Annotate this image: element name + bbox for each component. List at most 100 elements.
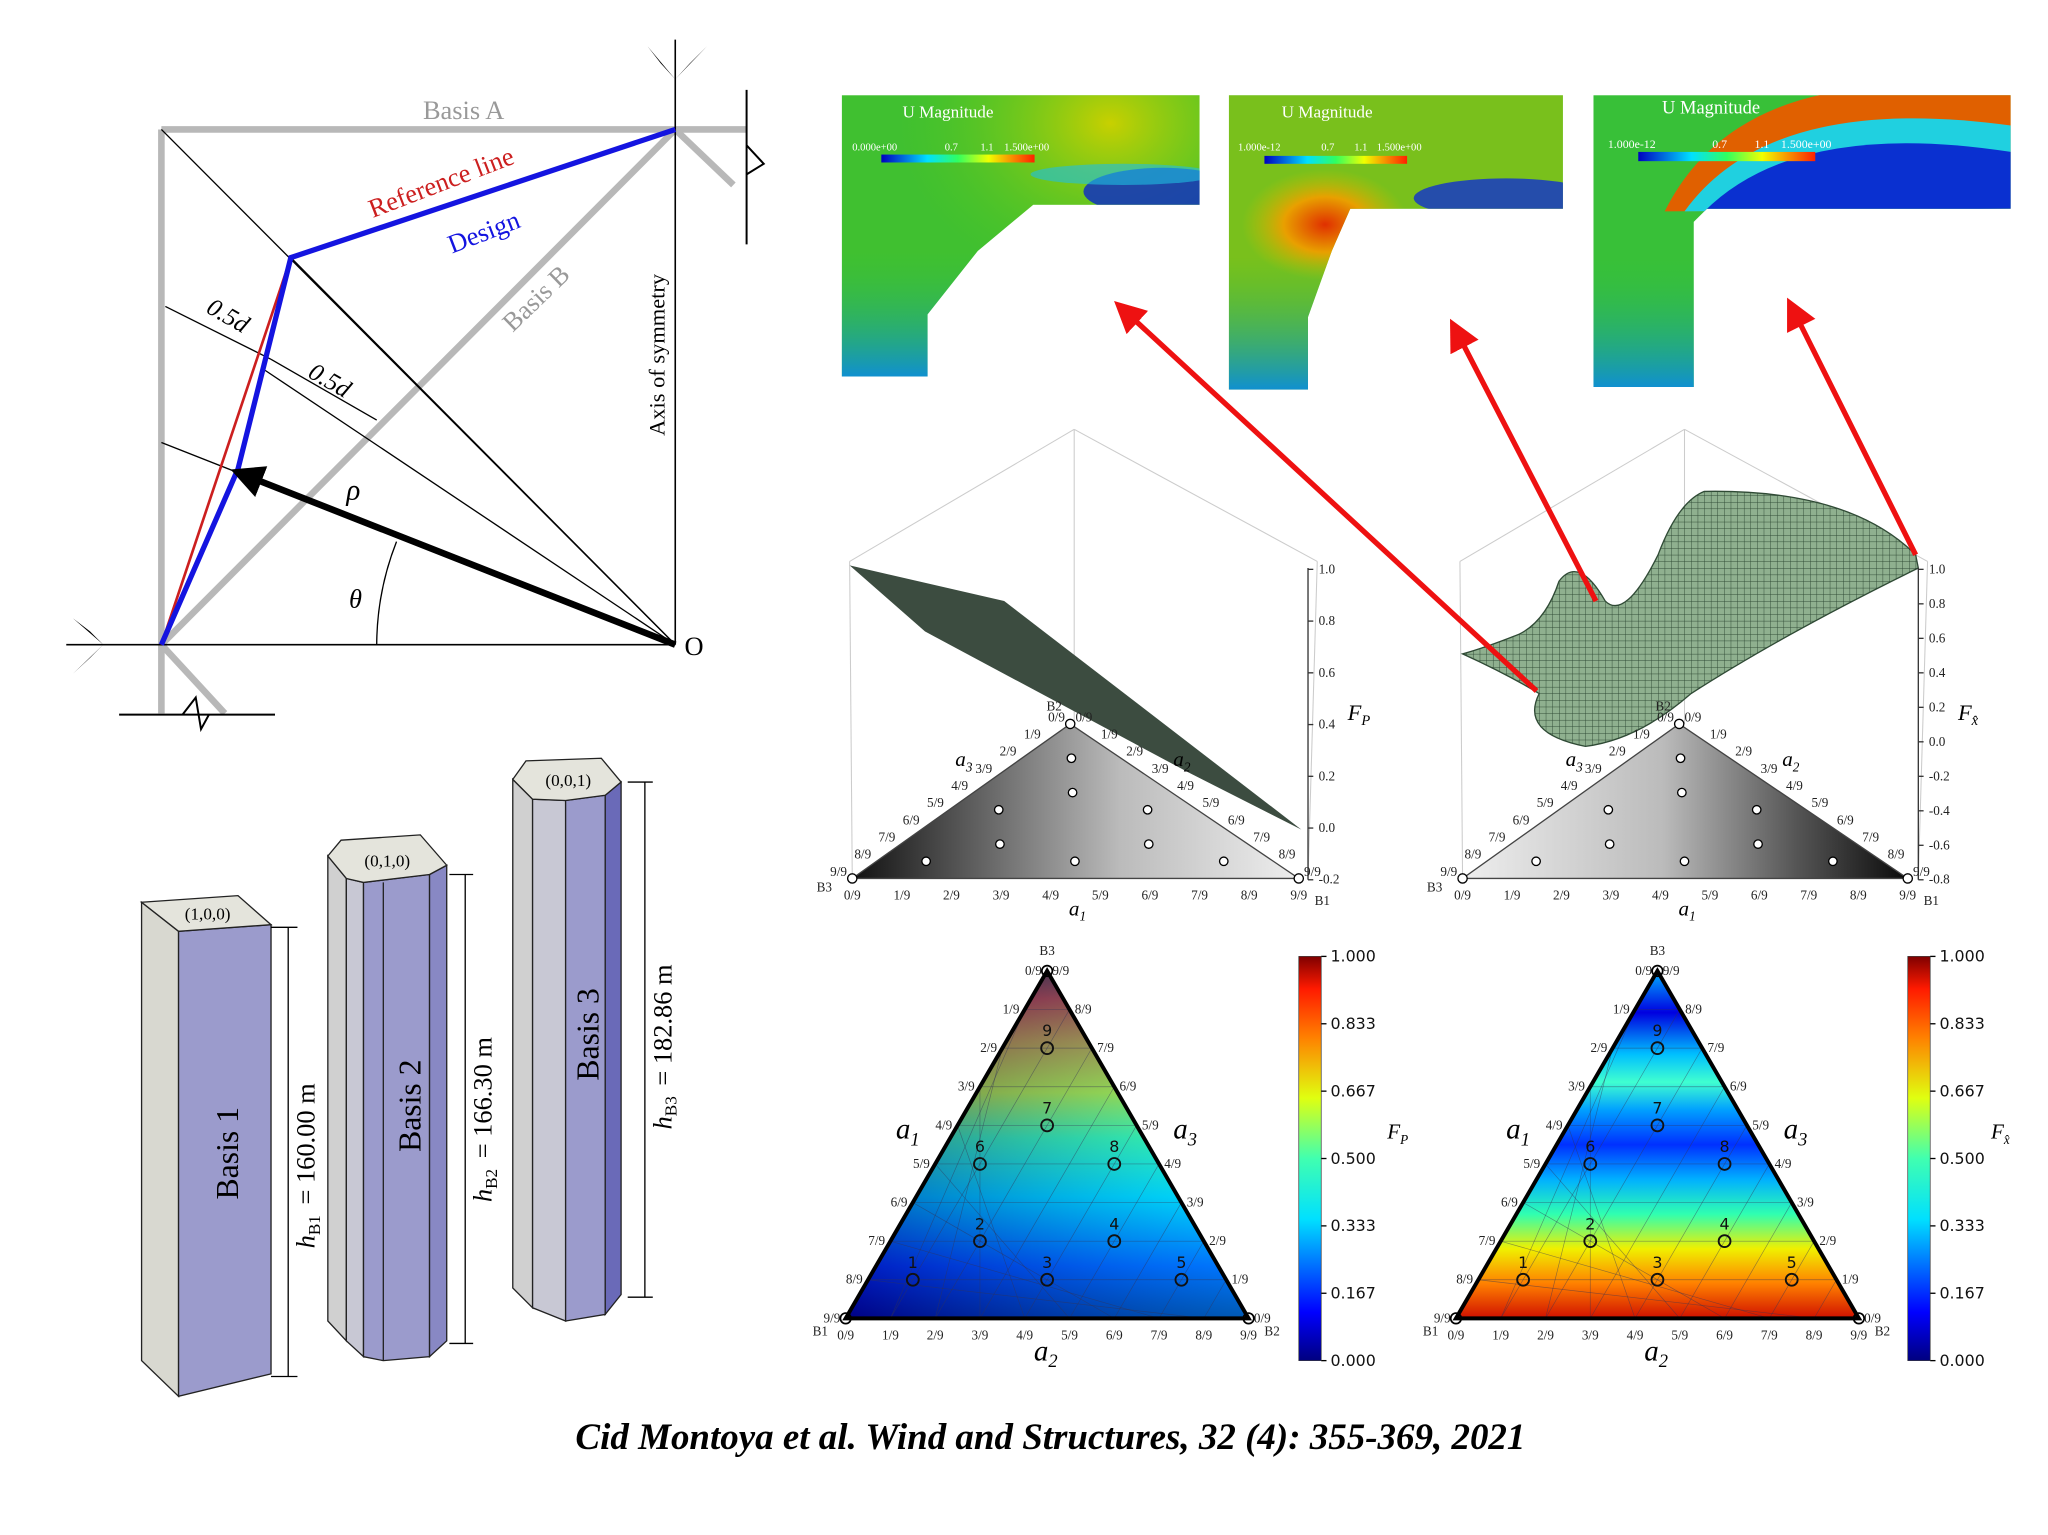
colorbar-tick: 0.167: [1939, 1284, 1984, 1303]
surface: [1460, 490, 1920, 748]
a2-tick: 5/9: [1671, 1327, 1688, 1342]
a2-tick: 0/9: [1448, 1327, 1465, 1342]
design-point-label: 2: [975, 1214, 985, 1233]
a2-tick: 2/9: [927, 1327, 944, 1342]
cfd-tick: 1.1: [1354, 143, 1367, 154]
design-point-9: [1040, 1041, 1054, 1056]
a2-tick: 4/9: [1786, 778, 1803, 793]
a1-tick: 8/9: [1456, 1272, 1473, 1287]
a1-tick: 3/9: [958, 1079, 975, 1094]
a2-tick: 0/9: [837, 1327, 854, 1342]
design-point-label: 4: [1720, 1214, 1730, 1233]
prism-basis-1: (1,0,0) Basis 1 hB1= 160.00 m: [139, 894, 324, 1398]
colorbar-tick: 0.000: [1330, 1351, 1375, 1370]
cfd-title: U Magnitude: [1662, 98, 1760, 118]
colorbar-tick: 0.833: [1939, 1014, 1984, 1033]
design-point-label: 6: [1585, 1137, 1595, 1156]
grid-line: [1679, 1163, 1770, 1319]
design-point-6: [1603, 804, 1614, 815]
a2-tick: 7/9: [1862, 829, 1879, 844]
design-point-1: [1516, 1272, 1530, 1287]
a1-tick: 9/9: [824, 1310, 841, 1325]
vertex-b1: B1: [1315, 893, 1330, 908]
design-point-8: [1107, 1157, 1122, 1171]
a1-axis-label: a1: [1679, 896, 1696, 923]
design-point-8: [1751, 804, 1762, 815]
a3-axis-label: a3: [1566, 747, 1584, 774]
a2-tick: 9/9: [1304, 864, 1321, 879]
rho-arrow: [230, 466, 677, 648]
design-point-9: [1650, 1041, 1665, 1056]
z-label: Fx̂: [1957, 700, 1979, 729]
z-tick: -0.6: [1929, 837, 1950, 852]
a1-tick: 1/9: [1613, 1001, 1630, 1016]
a1-tick: 4/9: [1546, 1117, 1563, 1132]
a2-tick: 8/9: [1195, 1327, 1212, 1342]
colorbar-label: Fx̂: [1990, 1120, 2010, 1147]
z-tick: -0.8: [1929, 872, 1950, 887]
design-point-label: 3: [1652, 1253, 1662, 1272]
design-point-6: [1583, 1157, 1598, 1171]
z-tick: 0.6: [1929, 630, 1946, 645]
a2-tick: 8/9: [1279, 847, 1296, 862]
a2-tick: 5/9: [1811, 795, 1828, 810]
a1-tick: 5/9: [1701, 888, 1718, 903]
z-tick: -0.2: [1929, 768, 1950, 783]
cfd-min: 1.000e-12: [1238, 143, 1280, 154]
grid-line: [1813, 1279, 1837, 1319]
a3-tick: 4/9: [1164, 1156, 1181, 1171]
a2-tick: 7/9: [1151, 1327, 1168, 1342]
geometry-diagram: Basis A Reference line Design Basis B Ax…: [66, 39, 766, 733]
a1-tick: 1/9: [893, 888, 910, 903]
vertex-marker: [1040, 964, 1054, 978]
a2-tick: 0/9: [1684, 709, 1701, 724]
design-point-label: 8: [1720, 1137, 1730, 1156]
design-point-label: 1: [908, 1253, 918, 1272]
grid-line: [1545, 1048, 1613, 1319]
a3-tick: 0/9: [1048, 709, 1065, 724]
colorbar-fx: Fx̂: [1907, 956, 2010, 1361]
a3-tick: 4/9: [1561, 778, 1578, 793]
z-tick: 0.0: [1319, 820, 1336, 835]
a2-tick: 6/9: [1106, 1327, 1123, 1342]
grid-line: [1024, 1125, 1137, 1319]
design-point-5: [1174, 1272, 1189, 1287]
a3-axis-label: a3: [955, 747, 973, 774]
ternary-outline: [842, 966, 1253, 1321]
a3-tick: 3/9: [975, 761, 992, 776]
cfd-tick: 0.7: [1712, 137, 1727, 151]
contour-triangle: [1460, 723, 1910, 880]
design-point-8: [1717, 1157, 1732, 1171]
a2-tick: 9/9: [1850, 1327, 1867, 1342]
a3-tick: 1/9: [1633, 726, 1650, 741]
a2-tick: 1/9: [1101, 726, 1118, 741]
cfd-max: 1.500e+00: [1781, 137, 1832, 151]
design-point-3: [1070, 856, 1080, 867]
grid-line: [1478, 1279, 1815, 1319]
design-point-4: [1107, 1234, 1122, 1249]
a3-tick: 3/9: [1187, 1195, 1204, 1210]
design-point-label: 8: [1109, 1137, 1119, 1156]
surface-plot-fx: Fx̂ 1.0 0.8 0.6 0.4 0.2 0.0 -0.2 -0.4 -0.6 -0.8 0/…: [1427, 428, 1979, 924]
a3-tick: 0/9: [1657, 709, 1674, 724]
a1-tick: 0/9: [844, 888, 861, 903]
arrow-to-panel-3: [1787, 297, 1919, 557]
design-point-label: 7: [1042, 1098, 1052, 1117]
prism-label: Basis 1: [210, 1107, 245, 1199]
design-point-2: [1604, 839, 1615, 850]
a1-tick: 6/9: [1501, 1195, 1518, 1210]
cfd-colorbar: [881, 154, 1035, 163]
grid-line: [1069, 1163, 1160, 1319]
half-d-label-2: 0.5d: [304, 358, 356, 404]
a3-tick: 9/9: [1663, 963, 1680, 978]
grid-line: [1567, 1125, 1636, 1319]
colorbar-tick: 0.000: [1939, 1351, 1984, 1370]
a2-tick: 4/9: [1016, 1327, 1033, 1342]
prism-height: hB2= 166.30 m: [468, 1037, 501, 1203]
grid-line: [957, 1125, 1026, 1319]
vertex-b2: B2: [1264, 1324, 1279, 1339]
a2-tick: 3/9: [1582, 1327, 1599, 1342]
a3-tick: 0/9: [1864, 1310, 1881, 1325]
design-label: Design: [443, 204, 524, 259]
a1-tick: 2/9: [943, 888, 960, 903]
